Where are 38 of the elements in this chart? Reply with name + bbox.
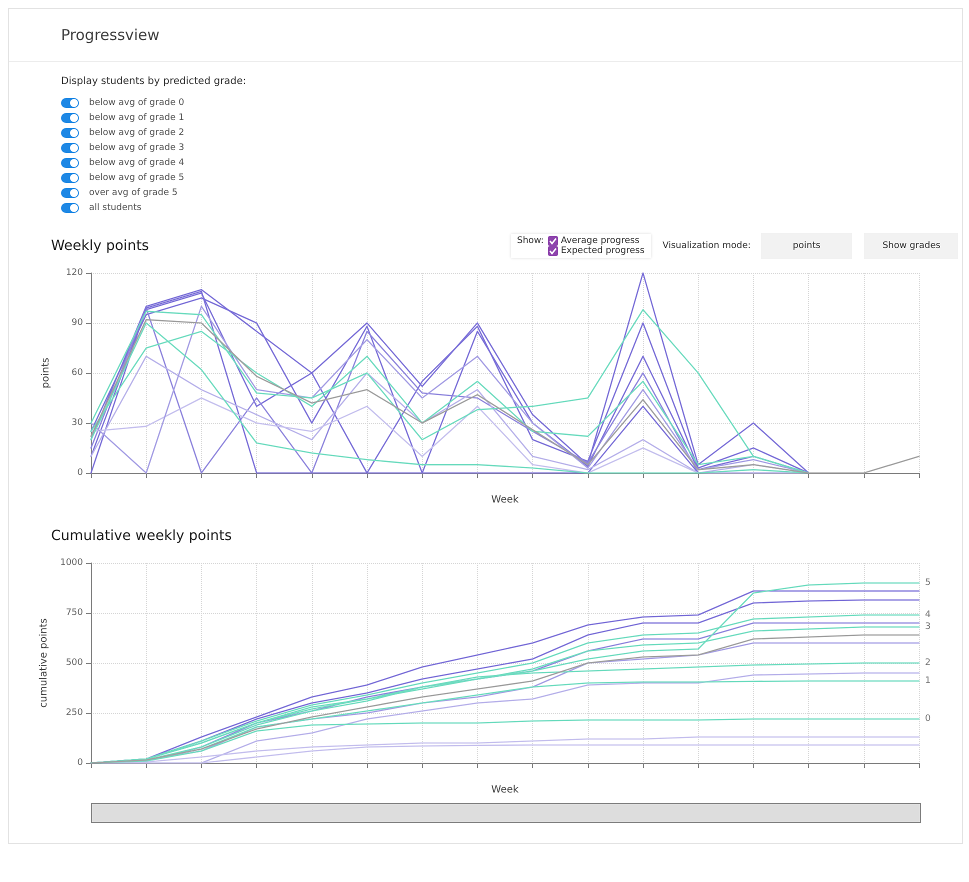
text: points: [760, 233, 852, 259]
series-label: 5: [925, 578, 931, 588]
text: below avg of grade 1: [88, 112, 186, 124]
chart-title: Cumulative weekly points: [50, 528, 233, 544]
text: below avg of grade 0: [88, 96, 186, 110]
y-tick-label: 120: [66, 268, 84, 278]
y-tick-label: 0: [77, 468, 84, 478]
x-axis-title: Week: [491, 784, 519, 796]
y-tick-label: 90: [72, 318, 84, 328]
series-label: 3: [925, 622, 931, 632]
text: below avg of grade 5: [88, 172, 186, 184]
text: below avg of grade 2: [88, 126, 186, 140]
y-tick-label: 1000: [60, 558, 84, 568]
text: over avg of grade 5: [88, 186, 179, 200]
y-tick-label: 500: [66, 658, 84, 668]
chart-title: Weekly points: [50, 238, 150, 254]
series-label: 0: [925, 714, 931, 724]
y-tick-label: 60: [72, 368, 84, 378]
series-label: 1: [925, 676, 931, 686]
text: below avg of grade 4: [88, 156, 186, 170]
text: all students: [88, 202, 142, 214]
x-axis-title: Week: [491, 494, 519, 506]
text: Show:: [517, 236, 544, 248]
text: Display students by predicted grade:: [61, 76, 248, 87]
y-tick-label: 30: [72, 418, 84, 428]
series-label: 4: [925, 610, 931, 620]
text: Visualization mode:: [662, 241, 751, 251]
text: Progressview: [9, 9, 962, 62]
text: below avg of grade 3: [88, 142, 186, 154]
y-tick-label: 250: [66, 708, 84, 718]
text: Expected progress: [560, 246, 645, 256]
y-tick-label: 0: [77, 758, 84, 768]
y-axis-title: points: [40, 358, 52, 388]
text: Average progress: [560, 236, 640, 246]
text: Show grades: [864, 233, 958, 259]
series-label: 2: [925, 658, 931, 668]
y-tick-label: 750: [66, 608, 84, 618]
y-axis-title: cumulative points: [38, 618, 50, 708]
